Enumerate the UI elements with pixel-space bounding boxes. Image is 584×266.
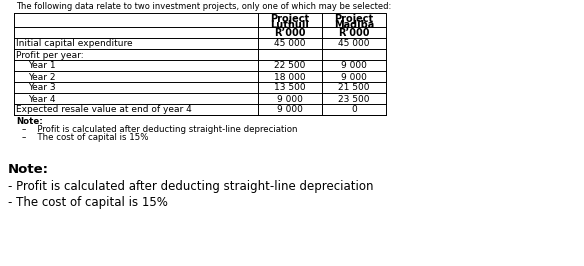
Text: Expected resale value at end of year 4: Expected resale value at end of year 4 — [16, 106, 192, 114]
Text: The following data relate to two investment projects, only one of which may be s: The following data relate to two investm… — [16, 2, 391, 11]
Text: R’000: R’000 — [274, 28, 306, 38]
Text: Project: Project — [270, 14, 310, 23]
Text: 45 000: 45 000 — [338, 39, 370, 48]
Text: Project: Project — [335, 14, 374, 23]
Text: Year 1: Year 1 — [28, 61, 55, 70]
Text: Luthuli: Luthuli — [270, 20, 310, 31]
Text: Profit per year:: Profit per year: — [16, 51, 84, 60]
Text: 9 000: 9 000 — [277, 106, 303, 114]
Text: Note:: Note: — [8, 163, 49, 176]
Text: 0: 0 — [351, 106, 357, 114]
Text: 21 500: 21 500 — [338, 84, 370, 93]
Text: Initial capital expenditure: Initial capital expenditure — [16, 39, 133, 48]
Text: –    The cost of capital is 15%: – The cost of capital is 15% — [22, 132, 148, 142]
Text: - Profit is calculated after deducting straight-line depreciation: - Profit is calculated after deducting s… — [8, 180, 374, 193]
Text: 23 500: 23 500 — [338, 94, 370, 103]
Text: Year 3: Year 3 — [28, 84, 55, 93]
Text: - The cost of capital is 15%: - The cost of capital is 15% — [8, 196, 168, 209]
Text: Year 4: Year 4 — [28, 94, 55, 103]
Text: 22 500: 22 500 — [274, 61, 305, 70]
Text: Madiba: Madiba — [334, 20, 374, 31]
Text: –    Profit is calculated after deducting straight-line depreciation: – Profit is calculated after deducting s… — [22, 124, 297, 134]
Text: 18 000: 18 000 — [274, 73, 306, 81]
Text: 9 000: 9 000 — [341, 61, 367, 70]
Text: Note:: Note: — [16, 117, 43, 126]
Text: Year 2: Year 2 — [28, 73, 55, 81]
Text: 13 500: 13 500 — [274, 84, 306, 93]
Text: 45 000: 45 000 — [274, 39, 306, 48]
Text: 9 000: 9 000 — [277, 94, 303, 103]
Text: 9 000: 9 000 — [341, 73, 367, 81]
Text: R’000: R’000 — [338, 28, 370, 38]
